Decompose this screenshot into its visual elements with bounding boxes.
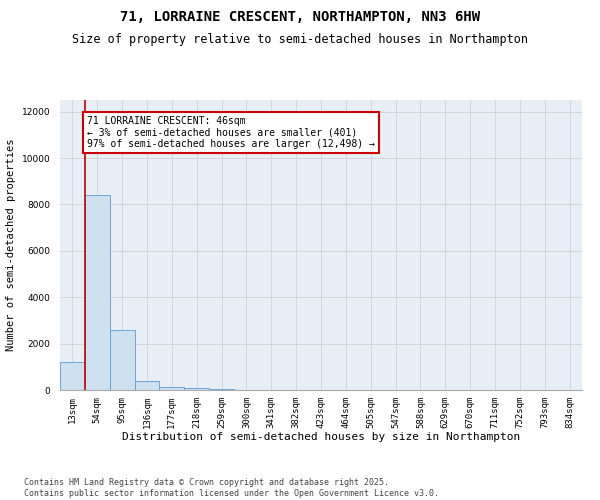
Bar (60, 362, 85, 390)
Y-axis label: Number of semi-detached properties: Number of semi-detached properties (6, 138, 16, 352)
Bar (110, 330, 134, 390)
Bar (209, 389, 234, 390)
Bar (184, 388, 209, 390)
Text: 71 LORRAINE CRESCENT: 46sqm
← 3% of semi-detached houses are smaller (401)
97% o: 71 LORRAINE CRESCENT: 46sqm ← 3% of semi… (88, 116, 375, 150)
Text: Size of property relative to semi-detached houses in Northampton: Size of property relative to semi-detach… (72, 32, 528, 46)
Text: 71, LORRAINE CRESCENT, NORTHAMPTON, NN3 6HW: 71, LORRAINE CRESCENT, NORTHAMPTON, NN3 … (120, 10, 480, 24)
Text: Distribution of semi-detached houses by size in Northampton: Distribution of semi-detached houses by … (122, 432, 520, 442)
Bar (85, 195, 110, 390)
Bar (160, 387, 184, 390)
Text: Contains HM Land Registry data © Crown copyright and database right 2025.
Contai: Contains HM Land Registry data © Crown c… (24, 478, 439, 498)
Bar (134, 381, 160, 390)
